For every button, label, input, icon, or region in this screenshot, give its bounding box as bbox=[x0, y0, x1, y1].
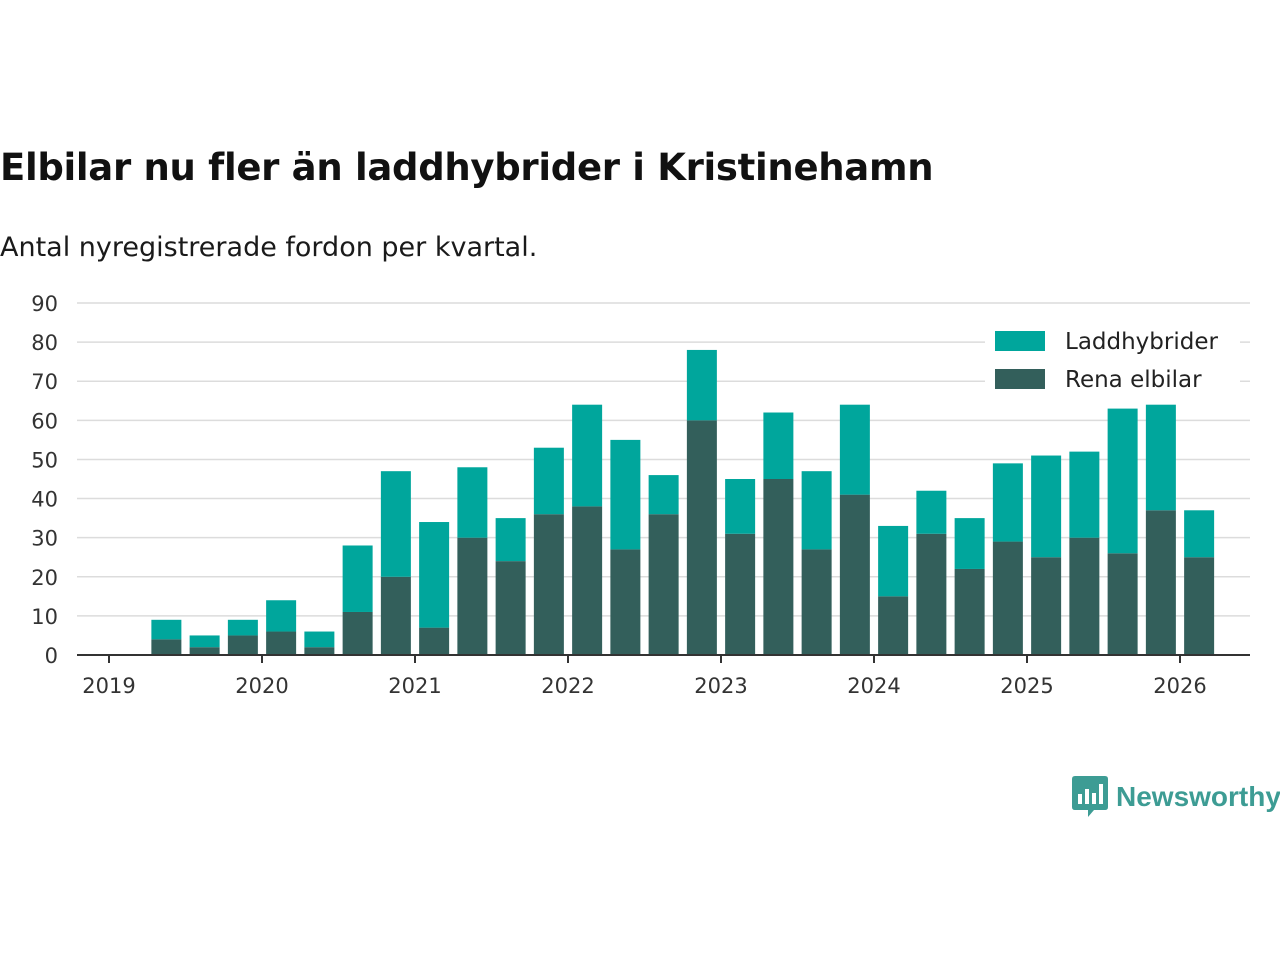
bar-rena-elbilar-2025-Q1 bbox=[1031, 557, 1062, 655]
legend: Laddhybrider Rena elbilar bbox=[985, 322, 1240, 400]
bar-laddhybrider-2023-Q3 bbox=[801, 471, 832, 550]
bar-rena-elbilar-2021-Q2 bbox=[457, 537, 488, 655]
bar-rena-elbilar-2020-Q1 bbox=[266, 631, 297, 655]
bar-laddhybrider-2024-Q1 bbox=[878, 525, 909, 597]
x-tick-label-2025: 2025 bbox=[1000, 674, 1053, 698]
x-tick-label-2024: 2024 bbox=[847, 674, 900, 698]
y-tick-label-20: 20 bbox=[31, 566, 58, 590]
bar-rena-elbilar-2026-Q1 bbox=[1184, 557, 1215, 655]
chart-title: Elbilar nu fler än laddhybrider i Kristi… bbox=[0, 146, 934, 189]
bar-rena-elbilar-2024-Q2 bbox=[916, 533, 947, 655]
legend-swatch-rena-elbilar bbox=[995, 369, 1045, 389]
x-tick-label-2022: 2022 bbox=[541, 674, 594, 698]
bar-laddhybrider-2023-Q2 bbox=[763, 412, 794, 479]
bar-laddhybrider-2019-Q4 bbox=[227, 619, 258, 636]
bar-laddhybrider-2019-Q3 bbox=[189, 635, 220, 648]
x-tick-label-2023: 2023 bbox=[694, 674, 747, 698]
y-tick-label-10: 10 bbox=[31, 605, 58, 629]
bar-rena-elbilar-2019-Q3 bbox=[189, 647, 220, 655]
legend-label-rena-elbilar: Rena elbilar bbox=[1065, 367, 1202, 393]
bar-laddhybrider-2022-Q1 bbox=[572, 404, 603, 507]
bar-rena-elbilar-2022-Q2 bbox=[610, 549, 641, 655]
x-tick-label-2019: 2019 bbox=[82, 674, 135, 698]
bar-laddhybrider-2020-Q3 bbox=[342, 545, 373, 612]
y-tick-label-30: 30 bbox=[31, 527, 58, 551]
chart-subtitle: Antal nyregistrerade fordon per kvartal. bbox=[0, 232, 538, 263]
bar-laddhybrider-2023-Q1 bbox=[725, 479, 756, 534]
x-tick-label-2020: 2020 bbox=[235, 674, 288, 698]
x-axis: 2019 2020 2021 2022 2023 2024 2025 2026 bbox=[77, 654, 1250, 698]
bar-laddhybrider-2021-Q2 bbox=[457, 467, 488, 538]
bar-laddhybrider-2024-Q3 bbox=[954, 518, 985, 569]
bar-rena-elbilar-2024-Q4 bbox=[992, 541, 1023, 655]
newsworthy-logo-text: Newsworthy bbox=[1116, 781, 1280, 812]
bar-laddhybrider-2025-Q3 bbox=[1107, 408, 1138, 554]
bar-laddhybrider-2021-Q1 bbox=[419, 522, 450, 628]
newsworthy-logo: Newsworthy bbox=[1072, 776, 1280, 818]
y-axis-ticks: 0 10 20 30 40 50 60 70 80 90 bbox=[31, 292, 58, 668]
bar-laddhybrider-2025-Q4 bbox=[1145, 404, 1176, 511]
bar-rena-elbilar-2023-Q1 bbox=[725, 533, 756, 655]
bar-rena-elbilar-2023-Q4 bbox=[839, 494, 870, 655]
legend-swatch-laddhybrider bbox=[995, 331, 1045, 351]
bar-rena-elbilar-2023-Q2 bbox=[763, 479, 794, 655]
bar-rena-elbilar-2024-Q3 bbox=[954, 568, 985, 655]
bar-laddhybrider-2024-Q4 bbox=[992, 463, 1023, 542]
bar-laddhybrider-2022-Q2 bbox=[610, 439, 641, 550]
bar-rena-elbilar-2022-Q3 bbox=[648, 514, 679, 655]
y-tick-label-40: 40 bbox=[31, 488, 58, 512]
bar-laddhybrider-2025-Q2 bbox=[1069, 451, 1100, 538]
bar-rena-elbilar-2019-Q4 bbox=[227, 635, 258, 655]
bar-rena-elbilar-2020-Q2 bbox=[304, 647, 335, 655]
bar-laddhybrider-2020-Q4 bbox=[380, 471, 411, 577]
bar-laddhybrider-2026-Q1 bbox=[1184, 510, 1215, 558]
bar-laddhybrider-2021-Q3 bbox=[495, 518, 526, 562]
bar-laddhybrider-2021-Q4 bbox=[533, 447, 564, 515]
bar-rena-elbilar-2021-Q3 bbox=[495, 561, 526, 655]
bar-laddhybrider-2022-Q4 bbox=[686, 349, 717, 421]
bar-rena-elbilar-2019-Q2 bbox=[151, 639, 182, 655]
bar-laddhybrider-2022-Q3 bbox=[648, 475, 679, 515]
newsworthy-logo-icon bbox=[1072, 776, 1108, 817]
bar-rena-elbilar-2024-Q1 bbox=[878, 596, 909, 655]
legend-label-laddhybrider: Laddhybrider bbox=[1065, 329, 1218, 355]
bar-laddhybrider-2020-Q2 bbox=[304, 631, 335, 648]
bar-rena-elbilar-2025-Q2 bbox=[1069, 537, 1100, 655]
bar-laddhybrider-2025-Q1 bbox=[1031, 455, 1062, 558]
x-tick-label-2021: 2021 bbox=[388, 674, 441, 698]
y-tick-label-70: 70 bbox=[31, 370, 58, 394]
bar-rena-elbilar-2021-Q4 bbox=[533, 514, 564, 655]
bar-rena-elbilar-2020-Q3 bbox=[342, 611, 373, 655]
bar-laddhybrider-2019-Q2 bbox=[151, 619, 182, 640]
x-tick-label-2026: 2026 bbox=[1153, 674, 1206, 698]
bar-rena-elbilar-2025-Q4 bbox=[1145, 510, 1176, 655]
bar-laddhybrider-2020-Q1 bbox=[266, 600, 297, 632]
bar-rena-elbilar-2025-Q3 bbox=[1107, 553, 1138, 655]
y-tick-label-90: 90 bbox=[31, 292, 58, 316]
y-tick-label-0: 0 bbox=[45, 644, 58, 668]
y-tick-label-50: 50 bbox=[31, 448, 58, 472]
bar-rena-elbilar-2022-Q1 bbox=[572, 506, 603, 655]
y-tick-label-60: 60 bbox=[31, 409, 58, 433]
bar-rena-elbilar-2021-Q1 bbox=[419, 627, 450, 655]
bars bbox=[151, 349, 1215, 655]
bar-laddhybrider-2023-Q4 bbox=[839, 404, 870, 495]
y-tick-label-80: 80 bbox=[31, 331, 58, 355]
bar-rena-elbilar-2020-Q4 bbox=[380, 576, 411, 655]
bar-rena-elbilar-2023-Q3 bbox=[801, 549, 832, 655]
bar-laddhybrider-2024-Q2 bbox=[916, 490, 947, 534]
bar-rena-elbilar-2022-Q4 bbox=[686, 420, 717, 655]
